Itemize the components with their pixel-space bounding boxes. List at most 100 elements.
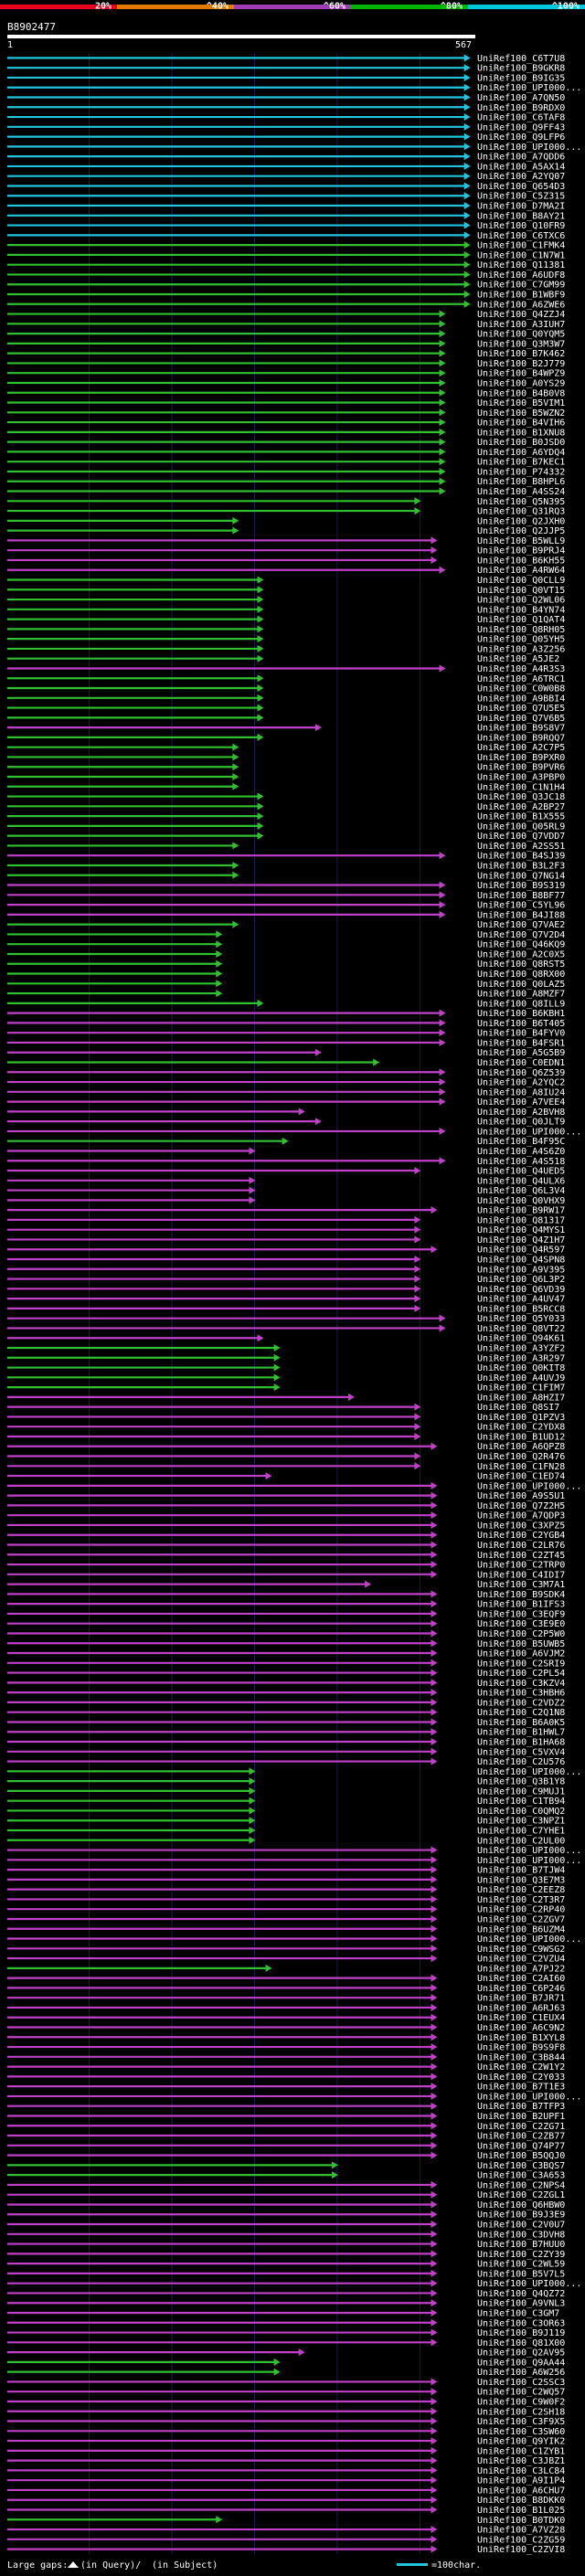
hit-label[interactable]: UniRef100_Q7NG14: [477, 871, 565, 881]
hit-label[interactable]: UniRef100_B7KEC1: [477, 458, 565, 468]
hit-label[interactable]: UniRef100_P74332: [477, 467, 565, 477]
hit-label[interactable]: UniRef100_C9MUJ1: [477, 1786, 565, 1797]
hit-label[interactable]: UniRef100_B6T405: [477, 1019, 565, 1029]
hit-label[interactable]: UniRef100_D7MA2I: [477, 202, 565, 212]
hit-label[interactable]: UniRef100_C4IDI7: [477, 1570, 565, 1580]
hit-label[interactable]: UniRef100_Q5N395: [477, 497, 565, 507]
hit-label[interactable]: UniRef100_B2J779: [477, 359, 565, 369]
hit-label[interactable]: UniRef100_C0EDN1: [477, 1058, 565, 1068]
hit-label[interactable]: UniRef100_C5VXV4: [477, 1747, 565, 1757]
hit-label[interactable]: UniRef100_B9PVR6: [477, 763, 565, 773]
hit-label[interactable]: UniRef100_A7QDD6: [477, 153, 565, 163]
hit-label[interactable]: UniRef100_B7TJW4: [477, 1866, 565, 1876]
hit-label[interactable]: UniRef100_C3KZV4: [477, 1679, 565, 1689]
hit-label[interactable]: UniRef100_B0TDK0: [477, 2516, 565, 2526]
hit-label[interactable]: UniRef100_Q7Z2H5: [477, 1501, 565, 1511]
hit-label[interactable]: UniRef100_A7QN50: [477, 93, 565, 103]
hit-label[interactable]: UniRef100_Q7VAE2: [477, 920, 565, 930]
hit-label[interactable]: UniRef100_Q3JC18: [477, 792, 565, 802]
hit-label[interactable]: UniRef100_A5JE2: [477, 654, 559, 664]
hit-label[interactable]: UniRef100_C2YGB4: [477, 1531, 565, 1541]
hit-label[interactable]: UniRef100_B1HWL7: [477, 1728, 565, 1738]
hit-label[interactable]: UniRef100_C3NPZ1: [477, 1817, 565, 1827]
hit-label[interactable]: UniRef100_A9I1P4: [477, 2476, 565, 2486]
hit-label[interactable]: UniRef100_Q0VHX9: [477, 1196, 565, 1206]
hit-label[interactable]: UniRef100_B9RW17: [477, 1206, 565, 1216]
hit-label[interactable]: UniRef100_A4R3S3: [477, 664, 565, 674]
hit-label[interactable]: UniRef100_Q8RST5: [477, 959, 565, 970]
hit-label[interactable]: UniRef100_C3B844: [477, 2052, 565, 2062]
hit-label[interactable]: UniRef100_C2ZB77: [477, 2132, 565, 2142]
hit-label[interactable]: UniRef100_UPI000...: [477, 1767, 581, 1777]
hit-label[interactable]: UniRef100_A9V395: [477, 1265, 565, 1275]
hit-label[interactable]: UniRef100_C1FN28: [477, 1462, 565, 1472]
hit-label[interactable]: UniRef100_C0QMQ2: [477, 1807, 565, 1817]
hit-label[interactable]: UniRef100_Q8RH05: [477, 625, 565, 635]
hit-label[interactable]: UniRef100_B5UWB5: [477, 1639, 565, 1649]
hit-label[interactable]: UniRef100_Q4SPN8: [477, 1256, 565, 1266]
hit-label[interactable]: UniRef100_B4YN74: [477, 605, 565, 615]
hit-label[interactable]: UniRef100_B4WPZ9: [477, 369, 565, 379]
hit-label[interactable]: UniRef100_B7T1E3: [477, 2083, 565, 2093]
hit-label[interactable]: UniRef100_B4VIH6: [477, 419, 565, 429]
hit-label[interactable]: UniRef100_B9PXR0: [477, 753, 565, 763]
hit-label[interactable]: UniRef100_A8IU24: [477, 1087, 565, 1097]
hit-label[interactable]: UniRef100_B1IFS3: [477, 1600, 565, 1610]
hit-label[interactable]: UniRef100_Q46KQ9: [477, 940, 565, 950]
hit-label[interactable]: UniRef100_Q4R597: [477, 1246, 565, 1256]
hit-label[interactable]: UniRef100_A0YS29: [477, 378, 565, 388]
hit-label[interactable]: UniRef100_B7K462: [477, 349, 565, 359]
hit-label[interactable]: UniRef100_A3R297: [477, 1353, 565, 1363]
hit-label[interactable]: UniRef100_A2BP27: [477, 802, 565, 812]
hit-label[interactable]: UniRef100_A6W256: [477, 2368, 565, 2378]
hit-label[interactable]: UniRef100_C2RP40: [477, 1905, 565, 1915]
hit-label[interactable]: UniRef100_C2YDX8: [477, 1423, 565, 1433]
hit-label[interactable]: UniRef100_Q74P77: [477, 2141, 565, 2151]
hit-label[interactable]: UniRef100_B1XYL8: [477, 2033, 565, 2043]
hit-label[interactable]: UniRef100_A5AX14: [477, 162, 565, 172]
hit-label[interactable]: UniRef100_B6KH55: [477, 556, 565, 566]
hit-label[interactable]: UniRef100_Q9YIK2: [477, 2437, 565, 2447]
hit-label[interactable]: UniRef100_C3XPZ5: [477, 1521, 565, 1531]
hit-label[interactable]: UniRef100_UPI000...: [477, 1846, 581, 1856]
hit-label[interactable]: UniRef100_C5Z315: [477, 192, 565, 202]
hit-label[interactable]: UniRef100_B9RDX0: [477, 103, 565, 113]
hit-label[interactable]: UniRef100_Q3B1Y8: [477, 1777, 565, 1787]
hit-label[interactable]: UniRef100_Q0YQM5: [477, 330, 565, 340]
hit-label[interactable]: UniRef100_A4UVJ9: [477, 1373, 565, 1383]
hit-label[interactable]: UniRef100_Q6Z539: [477, 1068, 565, 1078]
hit-label[interactable]: UniRef100_C3BQS7: [477, 2161, 565, 2171]
hit-label[interactable]: UniRef100_A9BBI4: [477, 694, 565, 704]
hit-label[interactable]: UniRef100_B1HA68: [477, 1738, 565, 1748]
hit-label[interactable]: UniRef100_A2C7P5: [477, 743, 565, 753]
hit-label[interactable]: UniRef100_Q8RX00: [477, 970, 565, 980]
hit-label[interactable]: UniRef100_Q05RL9: [477, 822, 565, 832]
hit-label[interactable]: UniRef100_B6KBH1: [477, 1009, 565, 1019]
hit-label[interactable]: UniRef100_Q0LAZ5: [477, 980, 565, 990]
hit-label[interactable]: UniRef100_C2TRP0: [477, 1561, 565, 1571]
hit-label[interactable]: UniRef100_A6TRC1: [477, 674, 565, 684]
hit-label[interactable]: UniRef100_Q8VT22: [477, 1324, 565, 1334]
hit-label[interactable]: UniRef100_A3YZF2: [477, 1343, 565, 1353]
hit-label[interactable]: UniRef100_UPI000...: [477, 1127, 581, 1137]
hit-label[interactable]: UniRef100_A4S6Z0: [477, 1147, 565, 1157]
hit-label[interactable]: UniRef100_UPI000...: [477, 2092, 581, 2102]
hit-label[interactable]: UniRef100_Q0JLT9: [477, 1118, 565, 1128]
hit-label[interactable]: UniRef100_C2U576: [477, 1757, 565, 1767]
hit-label[interactable]: UniRef100_B4B0V8: [477, 388, 565, 398]
hit-label[interactable]: UniRef100_UPI000...: [477, 1481, 581, 1491]
hit-label[interactable]: UniRef100_Q4QZ72: [477, 2289, 565, 2299]
hit-label[interactable]: UniRef100_C6TXC6: [477, 231, 565, 241]
hit-label[interactable]: UniRef100_A5G5B9: [477, 1048, 565, 1058]
hit-label[interactable]: UniRef100_B9S319: [477, 881, 565, 891]
hit-label[interactable]: UniRef100_C3EQF9: [477, 1609, 565, 1619]
hit-label[interactable]: UniRef100_C2ZT45: [477, 1551, 565, 1561]
hit-label[interactable]: UniRef100_A8MZF7: [477, 990, 565, 1000]
hit-label[interactable]: UniRef100_Q7U5E5: [477, 704, 565, 714]
hit-label[interactable]: UniRef100_C6T7U8: [477, 54, 565, 64]
hit-label[interactable]: UniRef100_B1L025: [477, 2506, 565, 2516]
hit-label[interactable]: UniRef100_C5YL96: [477, 901, 565, 911]
hit-label[interactable]: UniRef100_A6QPZ8: [477, 1442, 565, 1452]
hit-label[interactable]: UniRef100_A6YDQ4: [477, 448, 565, 458]
hit-label[interactable]: UniRef100_B1X555: [477, 812, 565, 822]
